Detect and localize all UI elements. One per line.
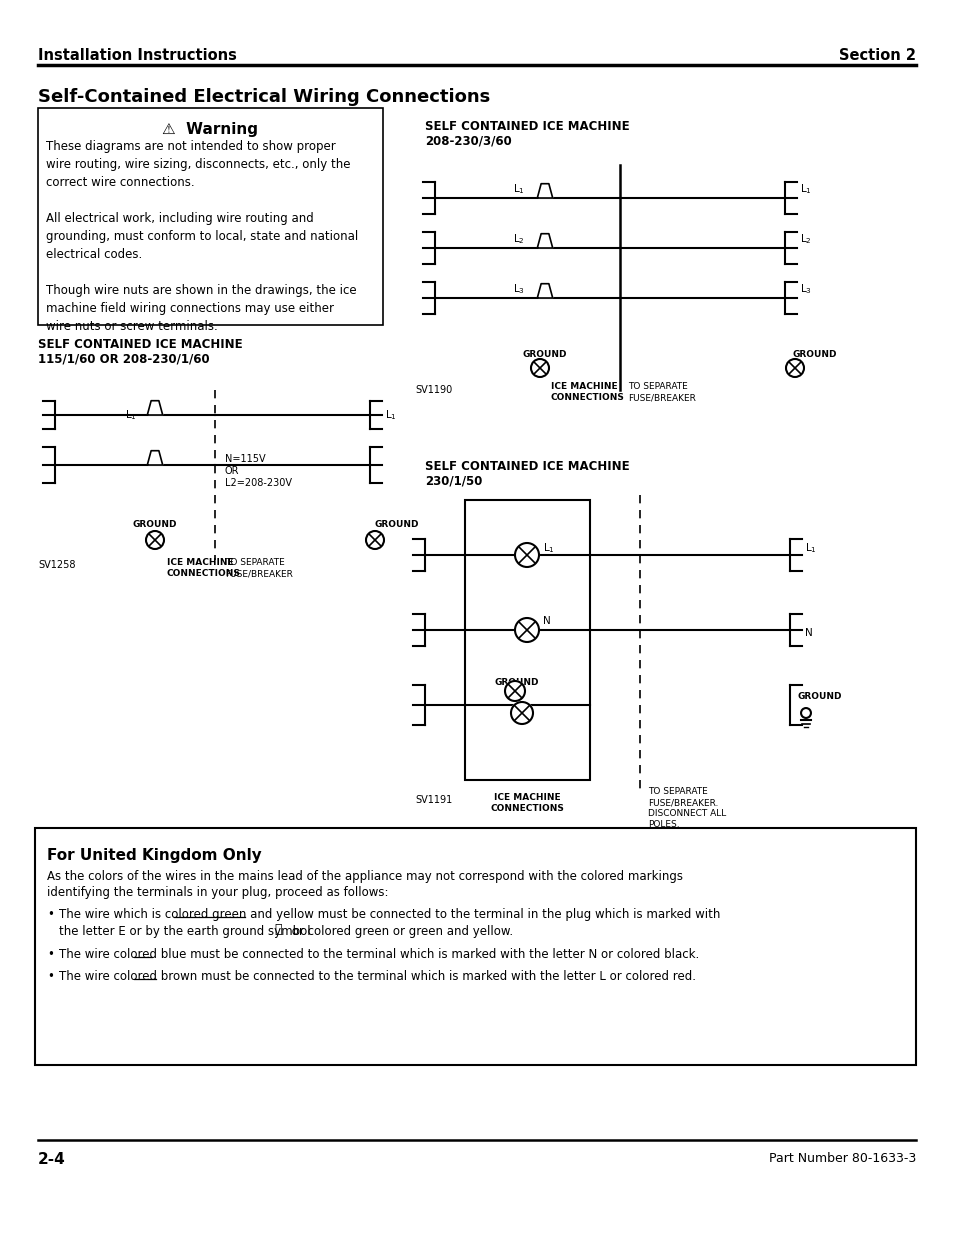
Text: GROUND: GROUND xyxy=(792,350,837,359)
Circle shape xyxy=(515,618,538,642)
Text: SELF CONTAINED ICE MACHINE: SELF CONTAINED ICE MACHINE xyxy=(424,120,629,133)
Text: L$_2$: L$_2$ xyxy=(800,232,811,246)
Text: GROUND: GROUND xyxy=(495,678,538,687)
Text: GROUND: GROUND xyxy=(132,520,177,529)
Circle shape xyxy=(366,531,384,550)
Text: ⏚: ⏚ xyxy=(274,923,281,936)
Text: •: • xyxy=(47,908,53,921)
Text: Section 2: Section 2 xyxy=(838,48,915,63)
Circle shape xyxy=(785,359,803,377)
Polygon shape xyxy=(537,284,552,298)
Text: GROUND: GROUND xyxy=(797,692,841,701)
Text: L$_3$: L$_3$ xyxy=(513,282,524,296)
Text: OR: OR xyxy=(225,466,239,475)
Text: TO SEPARATE
FUSE/BREAKER.
DISCONNECT ALL
POLES.: TO SEPARATE FUSE/BREAKER. DISCONNECT ALL… xyxy=(647,787,725,829)
Text: GROUND: GROUND xyxy=(375,520,419,529)
Text: SELF CONTAINED ICE MACHINE: SELF CONTAINED ICE MACHINE xyxy=(424,459,629,473)
Text: 208-230/3/60: 208-230/3/60 xyxy=(424,135,511,147)
Text: L$_1$: L$_1$ xyxy=(804,541,816,555)
Text: TO SEPARATE
FUSE/BREAKER: TO SEPARATE FUSE/BREAKER xyxy=(627,382,695,403)
Text: L$_1$: L$_1$ xyxy=(800,182,811,196)
Text: TO SEPARATE
FUSE/BREAKER: TO SEPARATE FUSE/BREAKER xyxy=(225,558,293,578)
Text: SV1258: SV1258 xyxy=(38,559,75,571)
Bar xyxy=(464,500,589,781)
Text: ICE MACHINE
CONNECTIONS: ICE MACHINE CONNECTIONS xyxy=(167,558,240,578)
Text: These diagrams are not intended to show proper
wire routing, wire sizing, discon: These diagrams are not intended to show … xyxy=(46,140,358,333)
Text: 230/1/50: 230/1/50 xyxy=(424,474,482,487)
Polygon shape xyxy=(537,233,552,248)
Circle shape xyxy=(801,708,810,718)
Text: Self-Contained Electrical Wiring Connections: Self-Contained Electrical Wiring Connect… xyxy=(38,88,490,106)
Text: SV1191: SV1191 xyxy=(415,795,452,805)
Text: SELF CONTAINED ICE MACHINE: SELF CONTAINED ICE MACHINE xyxy=(38,338,242,351)
Text: L$_1$: L$_1$ xyxy=(542,541,555,555)
Text: The wire colored blue must be connected to the terminal which is marked with the: The wire colored blue must be connected … xyxy=(59,948,699,961)
Text: ICE MACHINE
CONNECTIONS: ICE MACHINE CONNECTIONS xyxy=(551,382,624,403)
Circle shape xyxy=(511,701,533,724)
Text: The wire colored brown must be connected to the terminal which is marked with th: The wire colored brown must be connected… xyxy=(59,969,696,983)
Text: the letter E or by the earth ground symbol: the letter E or by the earth ground symb… xyxy=(59,925,311,939)
Text: N: N xyxy=(542,616,550,626)
Text: or colored green or green and yellow.: or colored green or green and yellow. xyxy=(288,925,513,939)
Text: 2-4: 2-4 xyxy=(38,1152,66,1167)
Text: L$_1$: L$_1$ xyxy=(385,408,396,422)
Text: •: • xyxy=(47,948,53,961)
Text: N=115V: N=115V xyxy=(225,454,265,464)
Text: •: • xyxy=(47,969,53,983)
Bar xyxy=(35,827,915,1065)
Circle shape xyxy=(515,543,538,567)
Text: L$_2$: L$_2$ xyxy=(513,232,524,246)
Text: For United Kingdom Only: For United Kingdom Only xyxy=(47,848,261,863)
Text: N: N xyxy=(804,629,812,638)
Text: 115/1/60 OR 208-230/1/60: 115/1/60 OR 208-230/1/60 xyxy=(38,352,210,366)
Circle shape xyxy=(146,531,164,550)
Text: L$_1$: L$_1$ xyxy=(513,182,524,196)
Text: As the colors of the wires in the mains lead of the appliance may not correspond: As the colors of the wires in the mains … xyxy=(47,869,682,883)
Bar xyxy=(38,107,382,325)
Circle shape xyxy=(504,680,524,701)
Text: L$_3$: L$_3$ xyxy=(800,282,811,296)
Polygon shape xyxy=(147,400,163,415)
Text: GROUND: GROUND xyxy=(522,350,567,359)
Text: The wire which is colored green and yellow must be connected to the terminal in : The wire which is colored green and yell… xyxy=(59,908,720,921)
Text: SV1190: SV1190 xyxy=(415,385,452,395)
Text: Part Number 80-1633-3: Part Number 80-1633-3 xyxy=(768,1152,915,1165)
Text: ⚠  Warning: ⚠ Warning xyxy=(162,122,258,137)
Text: L2=208-230V: L2=208-230V xyxy=(225,478,292,488)
Circle shape xyxy=(531,359,548,377)
Polygon shape xyxy=(147,451,163,466)
Text: ICE MACHINE
CONNECTIONS: ICE MACHINE CONNECTIONS xyxy=(490,793,563,813)
Text: Installation Instructions: Installation Instructions xyxy=(38,48,236,63)
Polygon shape xyxy=(537,184,552,198)
Text: L$_1$: L$_1$ xyxy=(125,408,137,422)
Text: identifying the terminals in your plug, proceed as follows:: identifying the terminals in your plug, … xyxy=(47,885,388,899)
